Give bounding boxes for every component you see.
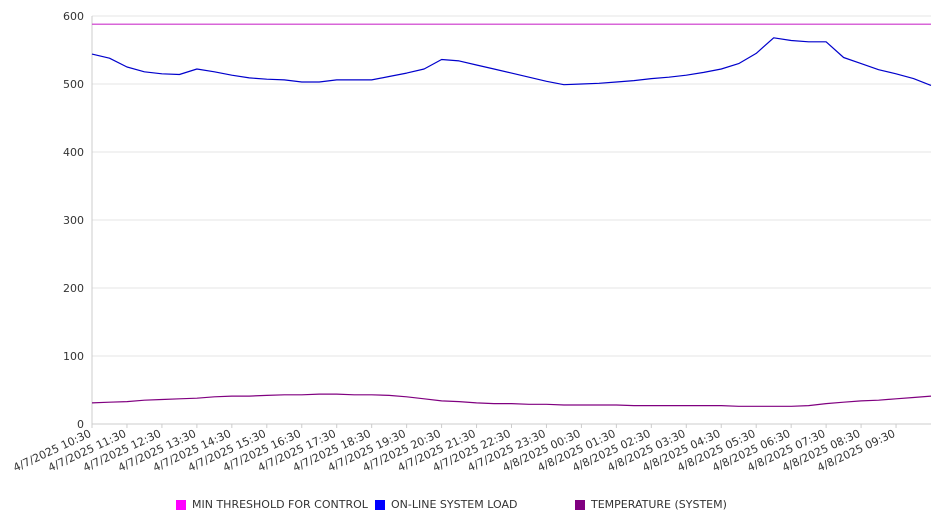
y-axis-ticks: 0 100 200 300 400 500 600	[63, 10, 84, 431]
series-line-system-load	[91, 37, 932, 86]
legend-item-system-load: ON-LINE SYSTEM LOAD	[375, 498, 517, 511]
legend-item-temperature: TEMPERATURE (SYSTEM)	[575, 498, 727, 511]
x-axis-ticks: 4/7/2025 10:304/7/2025 11:304/7/2025 12:…	[11, 424, 897, 474]
grid-lines	[92, 15, 931, 357]
y-tick-label: 200	[63, 282, 84, 295]
legend-item-min-threshold: MIN THRESHOLD FOR CONTROL	[176, 498, 368, 511]
legend: MIN THRESHOLD FOR CONTROL ON-LINE SYSTEM…	[0, 498, 946, 514]
y-tick-label: 600	[63, 10, 84, 23]
series-line-temperature	[91, 393, 932, 407]
series-lines	[91, 23, 932, 407]
y-tick-label: 300	[63, 214, 84, 227]
y-tick-label: 100	[63, 350, 84, 363]
legend-label-system-load: ON-LINE SYSTEM LOAD	[391, 498, 518, 511]
legend-label-min-threshold: MIN THRESHOLD FOR CONTROL	[192, 498, 368, 511]
legend-swatch-temperature	[575, 499, 585, 510]
legend-swatch-system-load	[375, 499, 385, 510]
legend-label-temperature: TEMPERATURE (SYSTEM)	[591, 498, 727, 511]
y-tick-label: 0	[77, 418, 84, 431]
legend-swatch-min-threshold	[176, 499, 186, 510]
y-tick-label: 400	[63, 146, 84, 159]
y-tick-label: 500	[63, 78, 84, 91]
